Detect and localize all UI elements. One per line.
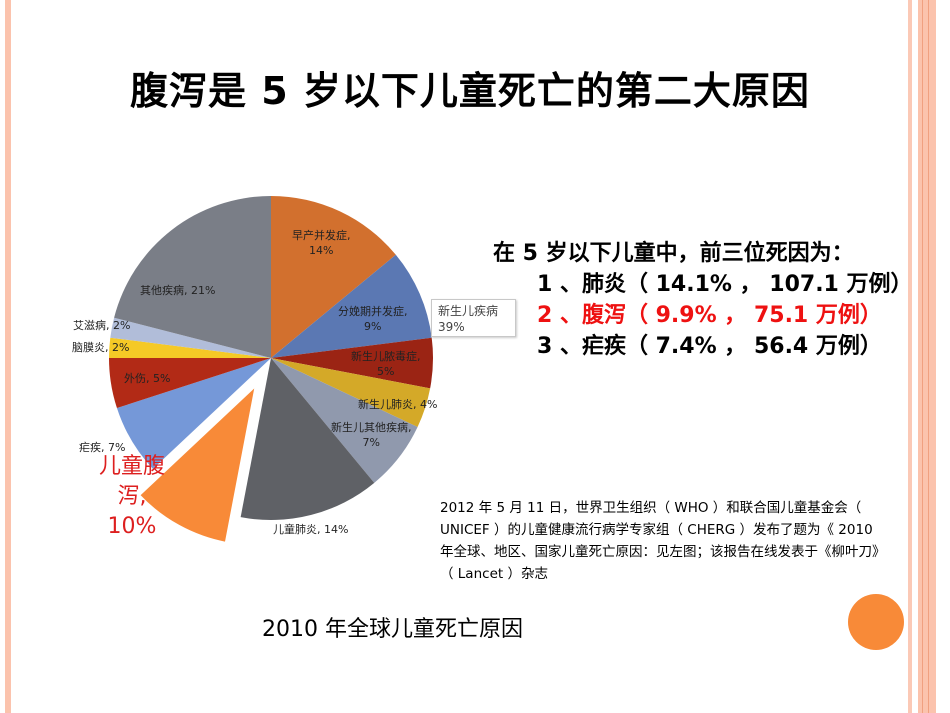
pie-slice [114,196,271,358]
top-causes-summary: 在 5 岁以下儿童中，前三位死因为： 1 、肺炎（ 14.1% ， 107.1 … [493,238,913,362]
source-note: 2012 年 5 月 11 日，世界卫生组织（ WHO ）和联合国儿童基金会（ … [440,500,879,582]
diarrhea-slice-label: 儿童腹泻, 10% [98,454,165,539]
summary-item: 2 、腹泻（ 9.9% ， 75.1 万例） [537,303,882,328]
summary-item: 1 、肺炎（ 14.1% ， 107.1 万例） [537,272,913,297]
slice-label: 新生儿脓毒症, 5% [351,350,421,378]
slice-label: 疟疾, 7% [79,441,126,454]
pie-slice [271,358,418,483]
chart-caption: 2010 年全球儿童死亡原因 [262,617,523,642]
slice-label: 儿童肺炎, 14% [273,523,349,536]
pie-slice [271,358,431,427]
summary-heading: 在 5 岁以下儿童中，前三位死因为： [493,241,854,266]
pie-slice [116,358,272,469]
right-border-stripe [908,0,912,713]
pie-slice [109,337,271,358]
pie-slice [110,317,271,358]
slice-label: 新生儿其他疾病, 7% [331,421,412,449]
slide-title: 腹泻是 5 岁以下儿童死亡的第二大原因 [130,69,810,113]
pie-slice [271,196,396,358]
neonatal-callout: 新生儿疾病 39% [431,299,516,337]
slice-label: 外伤, 5% [124,372,171,385]
right-border-line [928,0,929,713]
slice-label: 脑膜炎, 2% [72,341,130,354]
summary-item: 3 、疟疾（ 7.4% ， 56.4 万例） [537,334,882,359]
slice-label: 分娩期并发症, 9% [338,305,408,333]
pie-slice [240,358,375,521]
pie-slice [271,337,433,389]
slice-label: 其他疾病, 21% [140,284,216,297]
right-border-line [922,0,923,713]
slice-label: 新生儿肺炎, 4% [358,398,438,411]
left-border-stripe [5,0,11,713]
pie-slice [136,380,259,546]
decorative-circle [848,594,904,650]
slice-label: 艾滋病, 2% [73,319,131,332]
pie-slice [271,254,432,358]
pie-slice [109,358,271,409]
slice-label: 早产并发症, 14% [292,229,351,257]
